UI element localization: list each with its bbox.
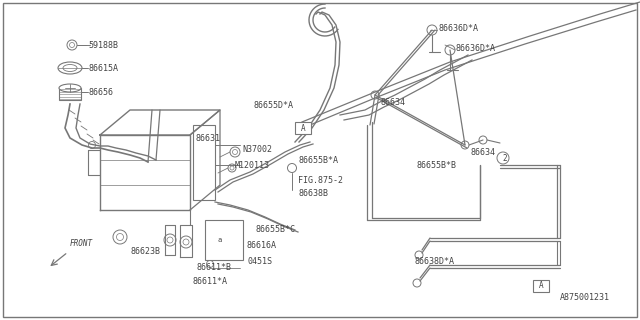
- Text: 59188B: 59188B: [88, 41, 118, 50]
- Bar: [295, 122, 311, 134]
- Text: FIG.875-2: FIG.875-2: [298, 175, 343, 185]
- Text: 86655B*A: 86655B*A: [298, 156, 338, 164]
- Text: a: a: [218, 237, 222, 243]
- Text: 86638B: 86638B: [298, 189, 328, 198]
- Ellipse shape: [59, 84, 81, 92]
- Text: 2: 2: [502, 154, 508, 163]
- Text: 86615A: 86615A: [88, 63, 118, 73]
- Bar: [205, 220, 243, 260]
- Text: FRONT: FRONT: [70, 239, 93, 248]
- Text: N37002: N37002: [242, 145, 272, 154]
- Text: A: A: [539, 282, 543, 291]
- Text: 86631: 86631: [195, 133, 220, 142]
- Text: 86636D*A: 86636D*A: [438, 23, 478, 33]
- Text: 86623B: 86623B: [130, 247, 160, 257]
- Text: A: A: [301, 124, 305, 132]
- Text: 86616A: 86616A: [246, 241, 276, 250]
- Text: 86634: 86634: [380, 98, 405, 107]
- Bar: [533, 280, 549, 292]
- Text: 86634: 86634: [470, 148, 495, 156]
- Text: 86636D*A: 86636D*A: [455, 44, 495, 52]
- Bar: [59, 88, 81, 100]
- Text: 86611*B: 86611*B: [196, 263, 231, 273]
- Text: A875001231: A875001231: [560, 293, 610, 302]
- Text: M120113: M120113: [235, 161, 270, 170]
- Text: 86655D*A: 86655D*A: [253, 100, 293, 109]
- Text: 86638D*A: 86638D*A: [414, 258, 454, 267]
- Text: 86655B*B: 86655B*B: [416, 161, 456, 170]
- Bar: [193, 125, 215, 200]
- Text: 86655B*C: 86655B*C: [255, 226, 295, 235]
- Text: 0451S: 0451S: [247, 258, 272, 267]
- Text: 86611*A: 86611*A: [192, 277, 227, 286]
- Text: 86656: 86656: [88, 87, 113, 97]
